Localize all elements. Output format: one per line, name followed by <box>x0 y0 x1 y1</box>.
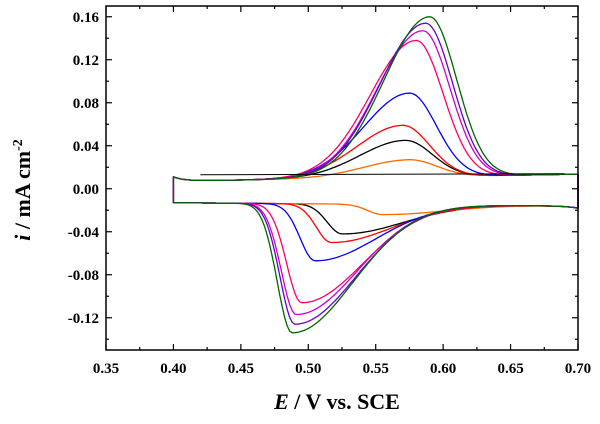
curves <box>172 16 579 334</box>
x-axis-unit: / V vs. SCE <box>289 389 400 414</box>
y-tick-label: 0.12 <box>73 53 99 69</box>
cv-series-line-1 <box>172 139 579 235</box>
x-tick-label: 0.45 <box>228 361 254 377</box>
cv-series-line-6 <box>172 30 579 316</box>
cv-series-line-3 <box>172 124 579 244</box>
y-axis-symbol: i <box>10 234 35 241</box>
y-tick-label: 0.08 <box>73 96 99 112</box>
x-tick-label: 0.50 <box>295 361 321 377</box>
y-tick-label: 0.04 <box>73 139 100 155</box>
axes: 0.35 0.40 0.45 0.50 0.55 0.60 0.65 0.70 -0.12 -0.… <box>68 5 591 377</box>
y-tick-label: -0.08 <box>68 268 99 284</box>
x-tick-label: 0.70 <box>565 361 591 377</box>
x-tick-label: 0.65 <box>497 361 523 377</box>
cv-series-line-5 <box>172 39 579 304</box>
x-axis-title: E / V vs. SCE <box>273 389 400 414</box>
x-axis-symbol: E <box>273 389 289 414</box>
y-tick-label: 0.16 <box>73 10 100 26</box>
x-tick-label: 0.55 <box>363 361 389 377</box>
x-tick-label: 0.35 <box>93 361 119 377</box>
baseline-line <box>200 173 565 176</box>
y-tick-label: 0.00 <box>73 182 99 198</box>
y-tick-label: -0.12 <box>68 311 99 327</box>
x-tick-label: 0.60 <box>430 361 456 377</box>
y-axis-unit-exponent: -2 <box>11 139 26 151</box>
x-tick-label: 0.40 <box>160 361 186 377</box>
cv-series-line-4 <box>172 92 579 262</box>
y-axis-title: i / mA cm-2 <box>10 139 35 241</box>
y-tick-label: -0.04 <box>68 225 100 241</box>
y-axis-unit: / mA cm <box>10 151 35 235</box>
